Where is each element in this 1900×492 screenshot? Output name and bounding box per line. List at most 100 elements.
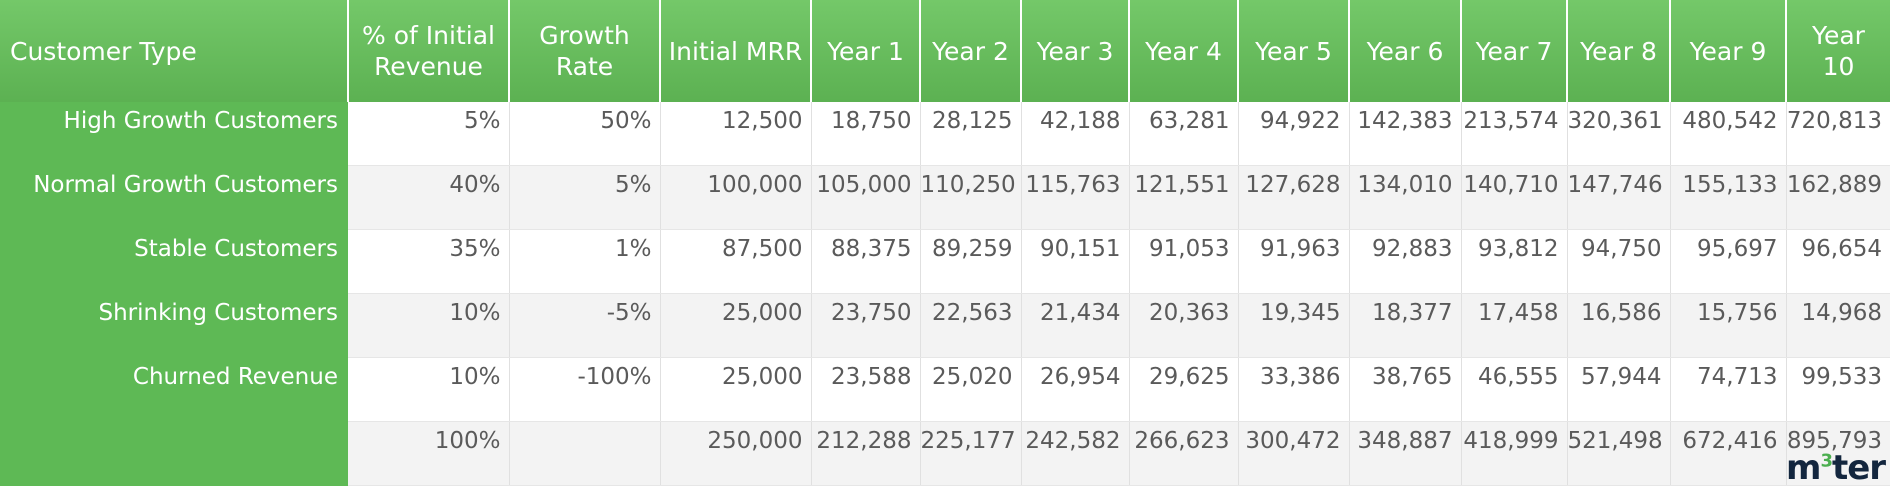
value-cell: 100,000: [660, 165, 812, 230]
value-cell: 23,588: [811, 357, 921, 422]
logo-text-sup: 3: [1820, 450, 1832, 472]
value-cell: 127,628: [1238, 165, 1350, 230]
value-cell: 42,188: [1021, 102, 1130, 166]
value-cell: 18,377: [1349, 293, 1462, 358]
value-cell: 720,813: [1786, 102, 1890, 166]
column-header: Year 3: [1021, 0, 1130, 102]
table-row: 100% 250,000 212,288 225,177 242,582 266,623 3…: [0, 421, 1890, 486]
value-cell: 21,434: [1021, 293, 1130, 358]
value-cell: 96,654: [1786, 229, 1890, 294]
value-cell: 418,999: [1461, 421, 1568, 486]
value-cell: 5%: [509, 165, 661, 230]
value-cell: 100%: [348, 421, 510, 486]
value-cell: 121,551: [1129, 165, 1239, 230]
column-header: Year 4: [1129, 0, 1239, 102]
value-cell: 25,020: [920, 357, 1022, 422]
value-cell: 46,555: [1461, 357, 1568, 422]
value-cell: -5%: [509, 293, 661, 358]
value-cell: 15,756: [1670, 293, 1787, 358]
table-row: Normal Growth Customers 40% 5% 100,000 105,0…: [0, 165, 1890, 230]
value-cell: 18,750: [811, 102, 921, 166]
table-row: Churned Revenue 10% -100% 25,000 23,588 25,02…: [0, 357, 1890, 422]
value-cell: 20,363: [1129, 293, 1239, 358]
value-cell: 99,533: [1786, 357, 1890, 422]
value-cell: 348,887: [1349, 421, 1462, 486]
value-cell: 26,954: [1021, 357, 1130, 422]
value-cell: 33,386: [1238, 357, 1350, 422]
value-cell: 266,623: [1129, 421, 1239, 486]
value-cell: 140,710: [1461, 165, 1568, 230]
value-cell: 25,000: [660, 357, 812, 422]
value-cell: 142,383: [1349, 102, 1462, 166]
column-header: Year 1: [811, 0, 921, 102]
value-cell: 110,250: [920, 165, 1022, 230]
value-cell: 134,010: [1349, 165, 1462, 230]
value-cell: 895,793: [1786, 421, 1890, 486]
value-cell: -100%: [509, 357, 661, 422]
value-cell: 521,498: [1567, 421, 1671, 486]
value-cell: 50%: [509, 102, 661, 166]
value-cell: 250,000: [660, 421, 812, 486]
value-cell: 57,944: [1567, 357, 1671, 422]
value-cell: 87,500: [660, 229, 812, 294]
value-cell: 92,883: [1349, 229, 1462, 294]
value-cell: 74,713: [1670, 357, 1787, 422]
value-cell: 155,133: [1670, 165, 1787, 230]
value-cell: [509, 421, 661, 486]
value-cell: 88,375: [811, 229, 921, 294]
customer-type-cell: High Growth Customers: [0, 102, 348, 166]
value-cell: 147,746: [1567, 165, 1671, 230]
value-cell: 95,697: [1670, 229, 1787, 294]
value-cell: 38,765: [1349, 357, 1462, 422]
column-header: Year 7: [1461, 0, 1568, 102]
value-cell: 40%: [348, 165, 510, 230]
value-cell: 10%: [348, 293, 510, 358]
value-cell: 91,963: [1238, 229, 1350, 294]
column-header: Year 2: [920, 0, 1022, 102]
customer-type-cell: Normal Growth Customers: [0, 165, 348, 230]
column-header: Year 6: [1349, 0, 1462, 102]
value-cell: 213,574: [1461, 102, 1568, 166]
column-header: Year 10: [1786, 0, 1890, 102]
customer-type-cell: Shrinking Customers: [0, 293, 348, 358]
value-cell: 14,968: [1786, 293, 1890, 358]
value-cell: 19,345: [1238, 293, 1350, 358]
value-cell: 17,458: [1461, 293, 1568, 358]
value-cell: 94,922: [1238, 102, 1350, 166]
logo-text-left: m: [1786, 448, 1821, 488]
header-row: Customer Type% of Initial Revenue Growth …: [0, 0, 1890, 102]
column-header: Year 9: [1670, 0, 1787, 102]
value-cell: 320,361: [1567, 102, 1671, 166]
value-cell: 90,151: [1021, 229, 1130, 294]
customer-type-cell: Stable Customers: [0, 229, 348, 294]
value-cell: 242,582: [1021, 421, 1130, 486]
column-header: Year 8: [1567, 0, 1671, 102]
table-row: Shrinking Customers 10% -5% 25,000 23,750 22,…: [0, 293, 1890, 358]
value-cell: 35%: [348, 229, 510, 294]
table-body: High Growth Customers 5% 50% 12,500 18,750 28…: [0, 102, 1890, 486]
value-cell: 89,259: [920, 229, 1022, 294]
value-cell: 23,750: [811, 293, 921, 358]
value-cell: 5%: [348, 102, 510, 166]
value-cell: 10%: [348, 357, 510, 422]
value-cell: 93,812: [1461, 229, 1568, 294]
value-cell: 480,542: [1670, 102, 1787, 166]
column-header: Growth Rate: [509, 0, 661, 102]
table-row: Stable Customers 35% 1% 87,500 88,375 89,259 9…: [0, 229, 1890, 294]
value-cell: 225,177: [920, 421, 1022, 486]
customer-type-cell: Churned Revenue: [0, 357, 348, 422]
value-cell: 29,625: [1129, 357, 1239, 422]
value-cell: 300,472: [1238, 421, 1350, 486]
value-cell: 28,125: [920, 102, 1022, 166]
value-cell: 212,288: [811, 421, 921, 486]
value-cell: 115,763: [1021, 165, 1130, 230]
value-cell: 672,416: [1670, 421, 1787, 486]
table-row: High Growth Customers 5% 50% 12,500 18,750 28…: [0, 102, 1890, 166]
value-cell: 1%: [509, 229, 661, 294]
value-cell: 162,889: [1786, 165, 1890, 230]
value-cell: 22,563: [920, 293, 1022, 358]
value-cell: 16,586: [1567, 293, 1671, 358]
logo-text-right: ter: [1831, 448, 1886, 488]
value-cell: 25,000: [660, 293, 812, 358]
